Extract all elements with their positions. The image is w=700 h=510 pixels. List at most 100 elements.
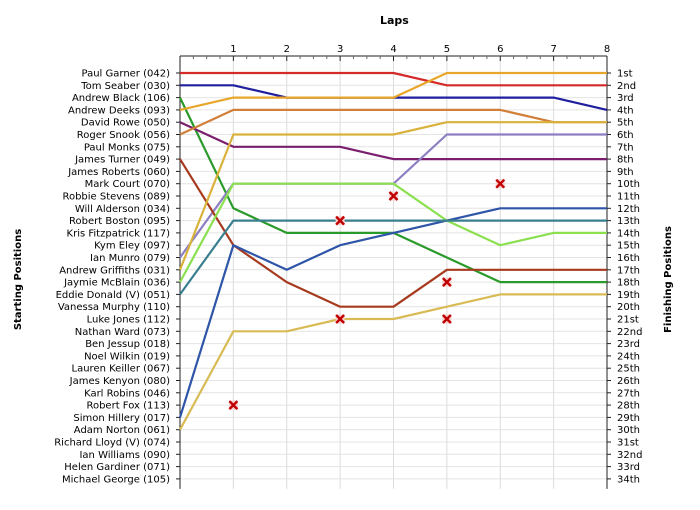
x-marker-stroke [335, 215, 345, 226]
starter-label: Eddie Donald (V) (051) [56, 290, 171, 301]
finish-label: 11th [617, 192, 640, 203]
x-marker [495, 178, 506, 189]
x-marker-stroke [442, 277, 452, 287]
finish-label: 34th [617, 474, 640, 485]
finish-label: 28th [617, 401, 640, 412]
starter-label: Kris Fitzpatrick (117) [67, 228, 171, 239]
finish-label: 20th [617, 302, 640, 313]
starter-label: Robbie Stevens (089) [62, 192, 170, 203]
finish-label: 15th [617, 241, 640, 252]
finish-label: 31st [617, 438, 639, 449]
starter-label: Helen Gardiner (071) [64, 462, 170, 473]
starter-label: Paul Monks (075) [84, 142, 170, 153]
finish-label: 22nd [617, 327, 642, 338]
finish-label: 2nd [617, 81, 636, 92]
series-line [179, 71, 607, 111]
series-line [178, 207, 607, 418]
finish-label: 33rd [617, 462, 640, 473]
starter-label: Robert Fox (113) [86, 401, 170, 412]
x-marker [335, 215, 345, 226]
starter-label: Michael George (105) [62, 474, 170, 485]
x-tick-label: 1 [230, 44, 236, 55]
finish-label: 1st [617, 69, 633, 80]
finish-label: 10th [617, 179, 640, 190]
x-ticks: 1 2 3 4 5 6 7 8 [230, 44, 610, 55]
finish-label: 4th [617, 105, 634, 116]
finish-label: 29th [617, 413, 640, 424]
x-marker [442, 277, 452, 287]
finish-label: 9th [617, 167, 634, 178]
x-marker-stroke [388, 191, 399, 201]
finish-label: 24th [617, 351, 640, 362]
starter-label: David Rowe (050) [81, 118, 170, 129]
finish-label: 18th [617, 278, 640, 289]
series-line [180, 71, 607, 87]
starter-label: James Turner (049) [74, 155, 170, 166]
event-markers [228, 178, 506, 410]
finish-label: 6th [617, 130, 634, 141]
starter-label: Robert Boston (095) [69, 216, 170, 227]
starter-label: Ben Jessup (018) [85, 339, 170, 350]
x-marker-stroke [442, 314, 452, 324]
series-line [179, 182, 607, 283]
starter-label: Andrew Black (106) [72, 93, 170, 104]
starter-label: Tom Seaber (030) [80, 81, 170, 92]
series-line [179, 121, 607, 161]
finish-label: 26th [617, 376, 640, 387]
finish-label: 27th [617, 388, 640, 399]
finish-label: 17th [617, 265, 640, 276]
finish-label: 16th [617, 253, 640, 264]
series-line [179, 108, 607, 136]
starting-labels: Paul Garner (042)Tom Seaber (030)Andrew … [54, 69, 170, 486]
finish-label: 5th [617, 118, 634, 129]
starter-label: Roger Snook (056) [77, 130, 170, 141]
x-marker [388, 191, 399, 201]
starter-label: Kym Eley (097) [94, 241, 170, 252]
starter-label: Ian Williams (090) [79, 450, 170, 461]
starter-label: Will Alderson (034) [75, 204, 170, 215]
finish-label: 23rd [617, 339, 640, 350]
finish-label: 30th [617, 425, 640, 436]
starter-label: Andrew Griffiths (031) [59, 265, 170, 276]
x-marker-stroke [495, 178, 506, 189]
finish-label: 14th [617, 228, 640, 239]
starter-label: Noel Wilkin (019) [84, 351, 170, 362]
series-line [179, 293, 607, 431]
starter-label: Karl Robins (046) [84, 388, 170, 399]
series-line [178, 121, 607, 271]
starter-label: James Kenyon (080) [69, 376, 170, 387]
finish-label: 7th [617, 142, 634, 153]
x-marker-stroke [335, 314, 345, 324]
starter-label: Richard Lloyd (V) (074) [54, 438, 170, 449]
starter-label: Jaymie McBlain (036) [63, 278, 170, 289]
x-marker-stroke [228, 400, 239, 410]
chart-title: Laps [380, 14, 409, 27]
x-marker [335, 314, 345, 324]
starter-label: Luke Jones (112) [87, 315, 170, 326]
finish-label: 21st [617, 315, 639, 326]
x-tick-label: 3 [337, 44, 343, 55]
starter-label: Paul Garner (042) [82, 69, 171, 80]
right-axis-label: Finishing Positions [662, 226, 674, 333]
starter-label: Lauren Keiller (067) [72, 364, 171, 375]
starter-label: Simon Hillery (017) [73, 413, 170, 424]
starter-label: Ian Munro (079) [90, 253, 170, 264]
x-marker [228, 400, 239, 410]
series-line [179, 158, 607, 308]
left-axis-label: Starting Positions [13, 228, 25, 331]
x-tick-label: 4 [390, 44, 396, 55]
finish-label: 3rd [617, 93, 634, 104]
x-tick-label: 5 [444, 44, 450, 55]
starter-label: Mark Court (070) [85, 179, 170, 190]
finishing-labels: 1st2nd3rd4th5th6th7th8th9th10th11th12th1… [617, 69, 642, 486]
starter-label: Andrew Deeks (093) [68, 105, 170, 116]
x-marker [442, 314, 452, 324]
finish-label: 25th [617, 364, 640, 375]
series-lines [178, 71, 608, 431]
x-tick-label: 7 [550, 44, 556, 55]
x-tick-label: 6 [497, 44, 503, 55]
finish-label: 19th [617, 290, 640, 301]
x-tick-label: 2 [284, 44, 290, 55]
finish-label: 8th [617, 155, 634, 166]
